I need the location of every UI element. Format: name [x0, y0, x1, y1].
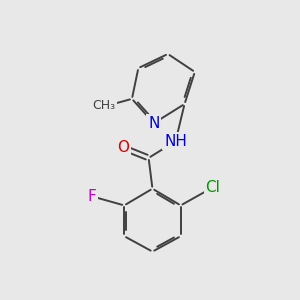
Text: F: F	[88, 189, 97, 204]
Text: NH: NH	[164, 134, 187, 149]
Text: N: N	[148, 116, 159, 131]
Text: CH₃: CH₃	[92, 99, 115, 112]
Text: Cl: Cl	[205, 180, 220, 195]
Text: O: O	[117, 140, 129, 155]
